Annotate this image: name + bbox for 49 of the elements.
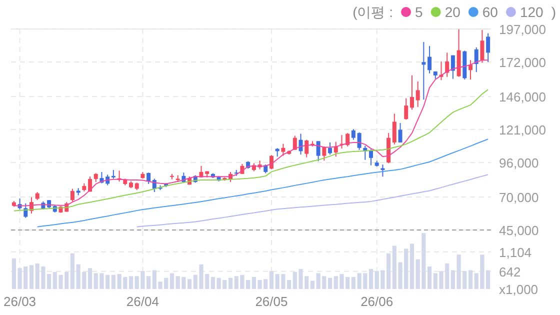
candlestick: [410, 74, 414, 110]
y-tick-label: 121,000: [499, 122, 546, 138]
legend-label: 120: [520, 4, 544, 20]
legend-label: 20: [444, 4, 461, 20]
y-tick-label: 172,000: [499, 55, 546, 70]
legend-label: 5: [415, 4, 424, 20]
candlestick: [474, 46, 478, 73]
candlestick: [369, 148, 373, 166]
y-tick-label: 70,000: [499, 190, 539, 205]
y-tick-label: 96,000: [499, 156, 539, 171]
candlestick: [380, 164, 385, 178]
candlestick: [146, 172, 151, 184]
candlestick: [316, 140, 320, 162]
y-tick-label: 642: [499, 264, 521, 280]
line-series: [36, 138, 489, 228]
candlestick: [428, 46, 432, 74]
candlestick: [445, 52, 450, 78]
line-series: [136, 174, 489, 228]
text: x1,000: [499, 282, 538, 297]
candlestick: [322, 146, 326, 162]
candlestick: [357, 132, 362, 150]
candlestick: [486, 32, 490, 63]
text: ): [551, 4, 556, 20]
x-tick-label: 26/03: [4, 294, 36, 309]
candlestick: [398, 122, 402, 143]
legend-title: (이평 :: [352, 4, 394, 20]
candlestick: [292, 135, 297, 150]
candlestick: [328, 142, 332, 155]
candlestick: [404, 98, 408, 120]
candlestick: [70, 188, 74, 202]
candlestick: [24, 202, 28, 218]
y-tick-label: 1,104: [499, 244, 532, 260]
candlestick: [346, 132, 350, 147]
candlestick: [334, 141, 338, 158]
y-tick-label: 197,000: [499, 22, 546, 37]
x-tick-label: 26/06: [360, 294, 394, 309]
candlestick: [416, 81, 420, 108]
y-tick-label: 146,000: [499, 89, 546, 104]
candlestick: [304, 139, 309, 158]
candlestick: [422, 41, 426, 100]
candlestick: [468, 60, 473, 80]
y-tick-label: 45,000: [499, 223, 539, 238]
x-tick-label: 26/05: [255, 294, 288, 309]
legend-label: 60: [482, 4, 498, 20]
candlestick: [392, 113, 396, 145]
candlestick: [480, 29, 484, 64]
candlestick: [281, 143, 286, 156]
candlestick: [351, 128, 356, 140]
x-tick-label: 26/04: [126, 294, 159, 309]
